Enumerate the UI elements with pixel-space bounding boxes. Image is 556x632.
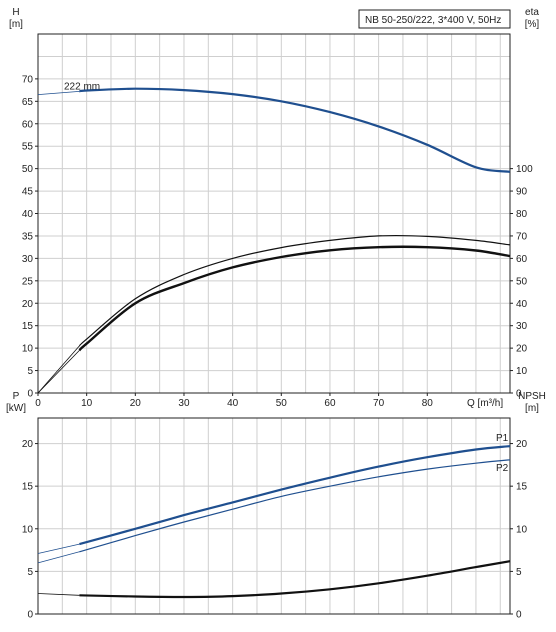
y-axis-unit-left: [kW] (6, 403, 26, 414)
y-tick-label-right: 80 (516, 209, 528, 220)
x-tick-label: 30 (178, 398, 190, 409)
y-axis-unit-right: [m] (525, 403, 539, 414)
y-tick-label-right: 40 (516, 299, 528, 310)
y-axis-label-left: P (13, 391, 20, 402)
x-tick-label: 60 (324, 398, 336, 409)
y-tick-label-right: 90 (516, 187, 528, 198)
series-line-extrapolated-head (37, 91, 80, 95)
y-tick-label-left: 0 (27, 610, 33, 621)
y-tick-label-right: 15 (516, 482, 528, 493)
series-line-extrapolated-eta2 (37, 350, 80, 394)
y-tick-label-left: 0 (27, 389, 33, 400)
y-tick-label-right: 100 (516, 164, 533, 175)
y-tick-label-right: 60 (516, 254, 528, 265)
x-tick-label: 20 (130, 398, 142, 409)
y-tick-label-right: 20 (516, 439, 528, 450)
x-tick-label: 40 (227, 398, 239, 409)
curve-annotation: 222 mm (64, 81, 100, 92)
y-tick-label-right: 70 (516, 231, 528, 242)
y-tick-label-right: 5 (516, 567, 522, 578)
x-tick-label: 70 (373, 398, 385, 409)
y-tick-label-left: 15 (22, 482, 34, 493)
y-tick-label-left: 65 (22, 97, 34, 108)
y-tick-label-right: 50 (516, 276, 528, 287)
series-line-extrapolated-npsh (37, 593, 80, 596)
y-axis-label-right: NPSH (518, 391, 546, 402)
chart-title-box (358, 9, 511, 29)
y-tick-label-right: 0 (516, 389, 522, 400)
y-tick-label-left: 15 (22, 321, 34, 332)
x-tick-label: 0 (35, 398, 41, 409)
x-axis-label: Q [m³/h] (467, 398, 503, 409)
y-axis-label-left: H (12, 7, 19, 18)
y-axis-unit-left: [m] (9, 19, 23, 30)
y-tick-label-left: 20 (22, 299, 34, 310)
series-label-p2: P2 (496, 463, 509, 474)
series-line-eta (78, 234, 511, 347)
series-line-head (78, 87, 511, 173)
x-tick-label: 80 (422, 398, 434, 409)
y-tick-label-left: 10 (22, 344, 34, 355)
y-tick-label-left: 5 (27, 366, 33, 377)
y-tick-label-left: 20 (22, 439, 34, 450)
y-tick-label-right: 10 (516, 366, 528, 377)
series-line-eta2 (78, 245, 511, 352)
plot-frame (37, 417, 511, 615)
series-label-p1: P1 (496, 433, 509, 444)
y-tick-label-left: 30 (22, 254, 34, 265)
series-line-extrapolated-p1 (37, 543, 80, 554)
y-tick-label-right: 20 (516, 344, 528, 355)
y-axis-label-right: eta (525, 7, 539, 18)
y-tick-label-left: 35 (22, 231, 34, 242)
x-tick-label: 10 (81, 398, 93, 409)
y-tick-label-right: 30 (516, 321, 528, 332)
y-tick-label-left: 5 (27, 567, 33, 578)
y-tick-label-left: 45 (22, 187, 34, 198)
y-tick-label-left: 60 (22, 119, 34, 130)
y-tick-label-left: 10 (22, 524, 34, 535)
y-tick-label-left: 55 (22, 142, 34, 153)
y-tick-label-right: 10 (516, 524, 528, 535)
series-line-extrapolated-eta (37, 345, 80, 394)
y-tick-label-left: 50 (22, 164, 34, 175)
chart-title: NB 50-250/222, 3*400 V, 50Hz (365, 15, 501, 26)
series-line-extrapolated-p2 (37, 551, 80, 564)
y-tick-label-left: 25 (22, 276, 34, 287)
series-line-p2 (79, 459, 511, 553)
y-axis-unit-right: [%] (525, 19, 540, 30)
y-tick-label-left: 40 (22, 209, 34, 220)
x-tick-label: 50 (276, 398, 288, 409)
series-line-p1 (79, 445, 511, 546)
series-line-npsh (79, 560, 511, 599)
y-tick-label-right: 0 (516, 610, 522, 621)
y-tick-label-left: 70 (22, 74, 34, 85)
